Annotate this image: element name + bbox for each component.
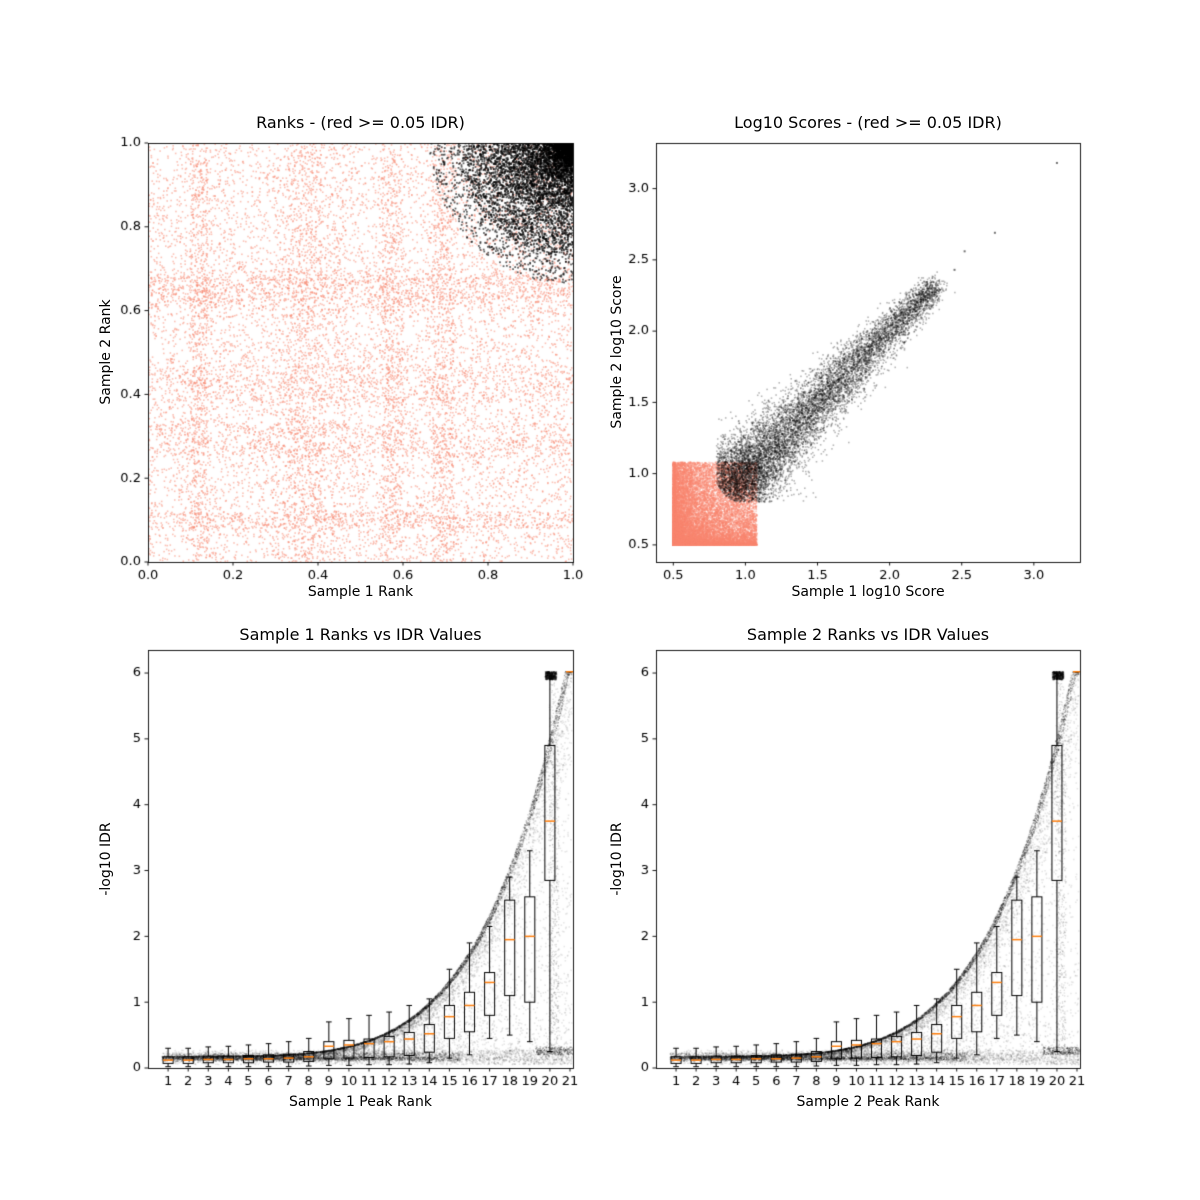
log10-scores-ylabel: Sample 2 log10 Score [609,275,625,429]
sample2-rank-idr-xlabel: Sample 2 Peak Rank [796,1094,940,1110]
log10-scores-scatter-canvas [600,0,1200,600]
ranks-xlabel: Sample 1 Rank [307,584,414,600]
sample2-rank-idr-title: Sample 2 Ranks vs IDR Values [746,625,990,644]
sample1-rank-idr-title: Sample 1 Ranks vs IDR Values [239,625,482,644]
ranks-title: Ranks - (red >= 0.05 IDR) [256,113,465,132]
sample2-rank-idr-ylabel: -log10 IDR [609,822,625,896]
log10-scores-xlabel: Sample 1 log10 Score [791,584,945,600]
log10-scores-title: Log10 Scores - (red >= 0.05 IDR) [734,113,1002,132]
sample2-rank-idr-canvas [600,600,1200,1200]
ranks-ylabel: Sample 2 Rank [98,299,114,405]
ranks-scatter-canvas [0,0,600,600]
sample1-rank-idr-xlabel: Sample 1 Peak Rank [289,1094,432,1110]
sample1-rank-idr-canvas [0,600,600,1200]
sample1-rank-idr-ylabel: -log10 IDR [98,822,114,896]
